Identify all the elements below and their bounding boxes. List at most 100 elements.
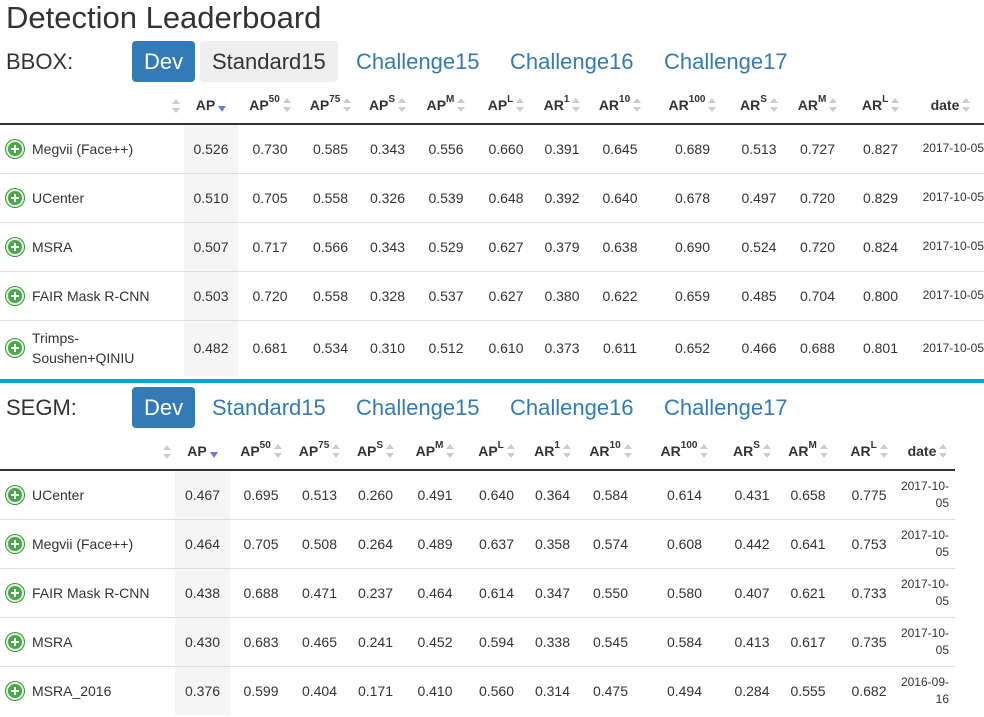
segm-tab-challenge16[interactable]: Challenge16 [510,395,634,420]
sort-icon [633,98,642,113]
plus-circle-icon[interactable] [6,339,24,358]
segm-col-header-date[interactable]: date [900,432,955,471]
metric-cell: 0.638 [588,221,652,271]
sort-icon [282,98,291,113]
metric-cell: 0.485 [733,270,785,320]
column-label: APS [356,441,383,460]
sort-icon [891,98,900,113]
metric-cell: 0.610 [476,319,536,376]
column-label-sup: M [817,94,827,106]
column-label-sup: L [870,440,877,452]
plus-circle-icon[interactable] [6,632,24,651]
sort-icon [506,444,515,459]
segm-col-header-arm[interactable]: ARM [778,432,838,471]
segm-col-header-apm[interactable]: APM [404,432,466,471]
column-label-base: AR [598,97,620,114]
bbox-col-header-ap[interactable]: AP [184,86,238,125]
column-label-base: AP [298,443,319,460]
column-label-sup: 75 [329,94,341,106]
bbox-tab-challenge17[interactable]: Challenge17 [664,49,788,74]
column-label: AR100 [661,441,698,460]
metric-cell: 0.338 [527,616,578,666]
bbox-tab-standard15[interactable]: Standard15 [200,41,338,82]
entry-name: Trimps-Soushen+QINIU [32,330,135,367]
bbox-col-header-date[interactable]: date [911,86,984,125]
plus-circle-icon[interactable] [6,534,24,553]
bbox-col-header-ar10[interactable]: AR10 [588,86,652,125]
entry-name: MSRA [32,238,73,255]
metric-cell: 0.627 [476,270,536,320]
bbox-name-header[interactable] [0,86,184,125]
metric-cell: 0.364 [527,469,578,519]
bbox-header-row: AP AP50 AP75 APS APM APL AR1 AR10 AR100 ARS ARM ARL… [0,86,984,125]
bbox-col-header-ar100[interactable]: AR100 [652,86,733,125]
metric-cell: 0.688 [230,567,292,617]
entry-name: FAIR Mask R-CNN [32,287,150,304]
metric-cell: 0.310 [359,319,416,376]
plus-circle-icon[interactable] [6,237,24,256]
segm-tab-standard15[interactable]: Standard15 [212,395,326,420]
column-label-base: AR [861,97,883,114]
metric-cell: 0.413 [726,616,778,666]
metric-cell: 0.558 [302,172,359,222]
segm-col-header-ap75[interactable]: AP75 [292,432,347,471]
table-row: UCenter 0.467 0.695 0.513 0.260 0.491 0.640 0.3… [0,469,955,519]
segm-tab-challenge17[interactable]: Challenge17 [664,395,788,420]
entry-name-cell: MSRA [0,616,175,666]
column-label-sup: L [507,94,514,106]
plus-circle-icon[interactable] [6,485,24,504]
bbox-tab-dev[interactable]: Dev [132,41,196,82]
segm-col-header-ar100[interactable]: AR100 [643,432,726,471]
segm-col-header-apl[interactable]: APL [466,432,527,471]
bbox-col-header-arm[interactable]: ARM [785,86,850,125]
metric-cell: 0.614 [643,469,726,519]
metric-cell: 0.347 [527,567,578,617]
plus-circle-icon[interactable] [6,681,24,700]
column-label-base: AP [356,443,377,460]
bbox-col-header-apl[interactable]: APL [476,86,536,125]
entry-name: UCenter [32,189,85,206]
plus-circle-icon[interactable] [6,139,24,158]
segm-col-header-ars[interactable]: ARS [726,432,778,471]
metric-cell: 0.705 [238,172,302,222]
metric-cell: 0.343 [359,123,416,173]
segm-tab-dev[interactable]: Dev [132,387,196,428]
segm-tab-challenge15[interactable]: Challenge15 [356,395,480,420]
segm-col-header-ar10[interactable]: AR10 [578,432,643,471]
column-label: ARM [798,94,827,114]
column-label-sup: M [446,94,455,106]
column-label-sup: L [882,94,889,106]
segm-col-header-ar1[interactable]: AR1 [527,432,578,471]
metric-cell: 0.720 [785,221,850,271]
segm-col-header-ap[interactable]: AP [175,432,230,471]
segm-col-header-ap50[interactable]: AP50 [230,432,292,471]
section-divider [0,379,984,383]
bbox-col-header-apm[interactable]: APM [416,86,476,125]
plus-circle-icon[interactable] [6,286,24,305]
entry-name: MSRA [32,633,73,650]
bbox-tab-challenge15[interactable]: Challenge15 [356,49,480,74]
entry-name: UCenter [32,486,85,503]
column-label: AR100 [669,95,706,114]
metric-cell: 0.705 [230,518,292,568]
plus-circle-icon[interactable] [6,188,24,207]
plus-circle-icon[interactable] [6,583,24,602]
segm-name-header[interactable] [0,432,175,471]
bbox-col-header-ars[interactable]: ARS [733,86,785,125]
metric-cell: 0.465 [292,616,347,666]
metric-cell: 0.695 [230,469,292,519]
bbox-col-header-ap50[interactable]: AP50 [238,86,302,125]
segm-col-header-arl[interactable]: ARL [838,432,900,471]
bbox-col-header-ar1[interactable]: AR1 [536,86,588,125]
metric-cell: 0.314 [527,665,578,715]
bbox-col-header-arl[interactable]: ARL [850,86,911,125]
bbox-col-header-ap75[interactable]: AP75 [302,86,359,125]
bbox-col-header-aps[interactable]: APS [359,86,416,125]
segm-col-header-aps[interactable]: APS [347,432,404,471]
metric-cell: 0.608 [643,518,726,568]
metric-cell: 0.733 [838,567,900,617]
column-label: AR10 [598,95,630,114]
bbox-tab-challenge16[interactable]: Challenge16 [510,49,634,74]
column-label-base: AP [487,97,508,114]
metric-cell: 0.614 [466,567,527,617]
